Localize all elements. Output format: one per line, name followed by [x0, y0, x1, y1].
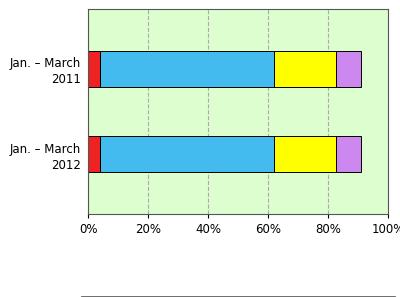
Bar — [100, 51, 274, 87]
Bar — [336, 136, 361, 172]
Bar — [274, 136, 336, 172]
Bar — [100, 136, 274, 172]
Bar — [274, 51, 336, 87]
Bar — [88, 51, 100, 87]
Legend: Above ¥ 0.9
Million, ¥0.3～0.9
million, ¥0.2～0.3
million, below ¥0.2 million: Above ¥ 0.9 Million, ¥0.3～0.9 million, ¥… — [80, 296, 396, 297]
Bar — [336, 51, 361, 87]
Bar — [88, 136, 100, 172]
